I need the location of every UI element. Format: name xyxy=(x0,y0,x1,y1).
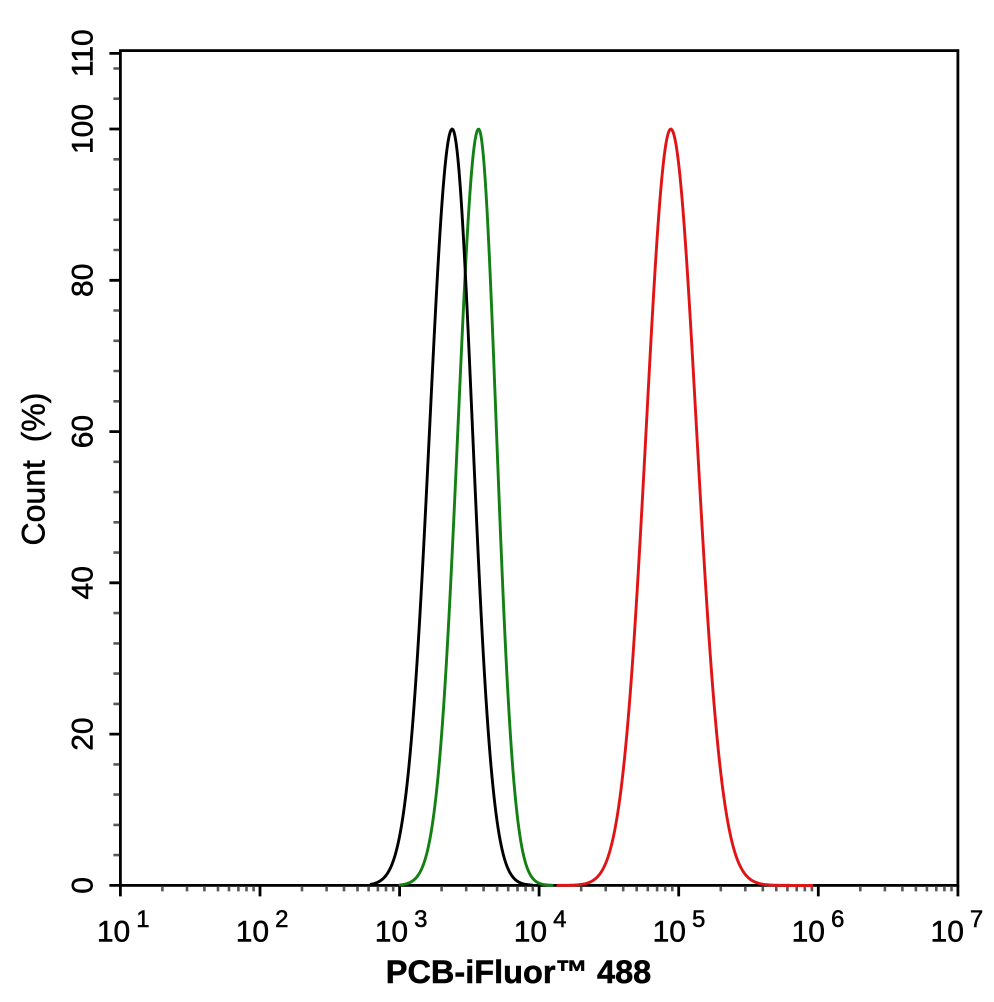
svg-text:60: 60 xyxy=(67,415,100,448)
svg-text:80: 80 xyxy=(67,264,100,297)
svg-text:110: 110 xyxy=(67,29,100,77)
svg-text:100: 100 xyxy=(67,104,100,154)
svg-text:40: 40 xyxy=(67,566,100,599)
svg-text:20: 20 xyxy=(67,717,100,750)
svg-text:0: 0 xyxy=(67,877,100,894)
svg-text:PCB-iFluor™ 488: PCB-iFluor™ 488 xyxy=(386,954,651,990)
svg-text:Count (%): Count (%) xyxy=(16,393,52,546)
